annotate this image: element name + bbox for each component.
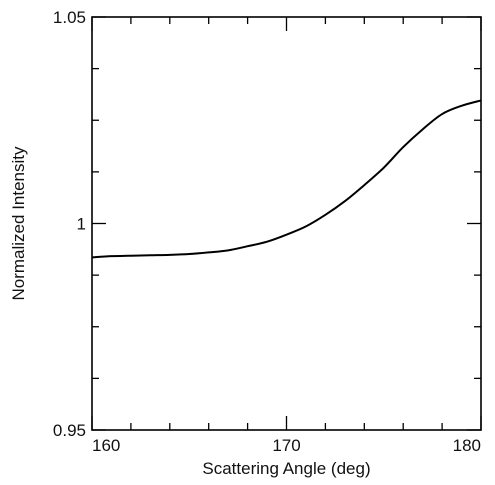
y-axis-label: Normalized Intensity — [9, 146, 28, 301]
ticks — [91, 16, 482, 431]
x-tick-label: 180 — [453, 436, 481, 455]
y-tick-label: 1.05 — [53, 8, 86, 27]
series-line — [91, 99, 482, 259]
x-tick-label: 170 — [272, 436, 300, 455]
y-tick-label: 1 — [77, 215, 86, 234]
tick-labels: 160 170 180 0.95 1 1.05 — [53, 8, 481, 455]
x-tick-label: 160 — [92, 436, 120, 455]
series-layer — [91, 99, 482, 259]
x-axis-label: Scattering Angle (deg) — [202, 459, 370, 478]
plot-frame — [91, 16, 482, 431]
y-tick-label: 0.95 — [53, 421, 86, 440]
